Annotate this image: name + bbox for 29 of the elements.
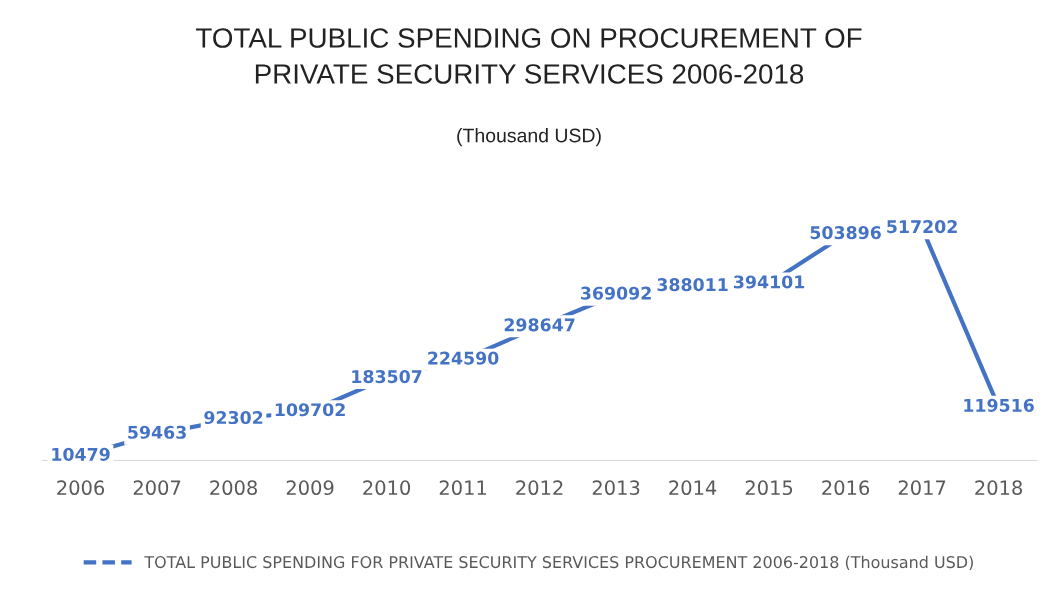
- data-label: 394101: [734, 275, 805, 289]
- data-label: 503896: [810, 226, 881, 240]
- chart-title: TOTAL PUBLIC SPENDING ON PROCUREMENT OF PRIVATE SECURITY SERVICES 2006-2018: [195, 28, 862, 84]
- data-label: 224590: [428, 351, 499, 365]
- x-tick-label: 2008: [210, 480, 257, 496]
- x-tick-label: 2017: [898, 480, 946, 496]
- data-label: 92302: [204, 410, 263, 425]
- legend-label: TOTAL PUBLIC SPENDING FOR PRIVATE SECURITY SERVICES PROCUREMENT 2006-2018 (Thousand USD): [144, 555, 973, 571]
- data-label: 109702: [275, 403, 345, 417]
- x-tick-label: 2013: [592, 480, 640, 496]
- data-label: 388011: [657, 278, 728, 292]
- x-tick-label: 2010: [363, 480, 411, 496]
- x-tick-label: 2011: [439, 480, 487, 496]
- x-tick-label: 2014: [669, 480, 717, 496]
- x-tick-label: 2012: [516, 480, 563, 496]
- x-tick-label: 2016: [822, 480, 870, 496]
- data-label: 10479: [52, 447, 110, 461]
- data-label: 59463: [128, 425, 186, 439]
- x-tick-label: 2018: [975, 480, 1022, 496]
- data-label: 369092: [581, 286, 651, 300]
- x-tick-label: 2007: [133, 480, 181, 496]
- data-label: 183507: [352, 370, 422, 384]
- x-tick-label: 2009: [286, 480, 334, 496]
- data-label: 517202: [887, 220, 957, 234]
- chart-subtitle: (Thousand USD): [457, 128, 601, 147]
- data-label: 298647: [504, 318, 575, 332]
- data-label: 119516: [964, 398, 1034, 412]
- x-tick-label: 2015: [745, 480, 793, 496]
- x-tick-label: 2006: [57, 480, 105, 496]
